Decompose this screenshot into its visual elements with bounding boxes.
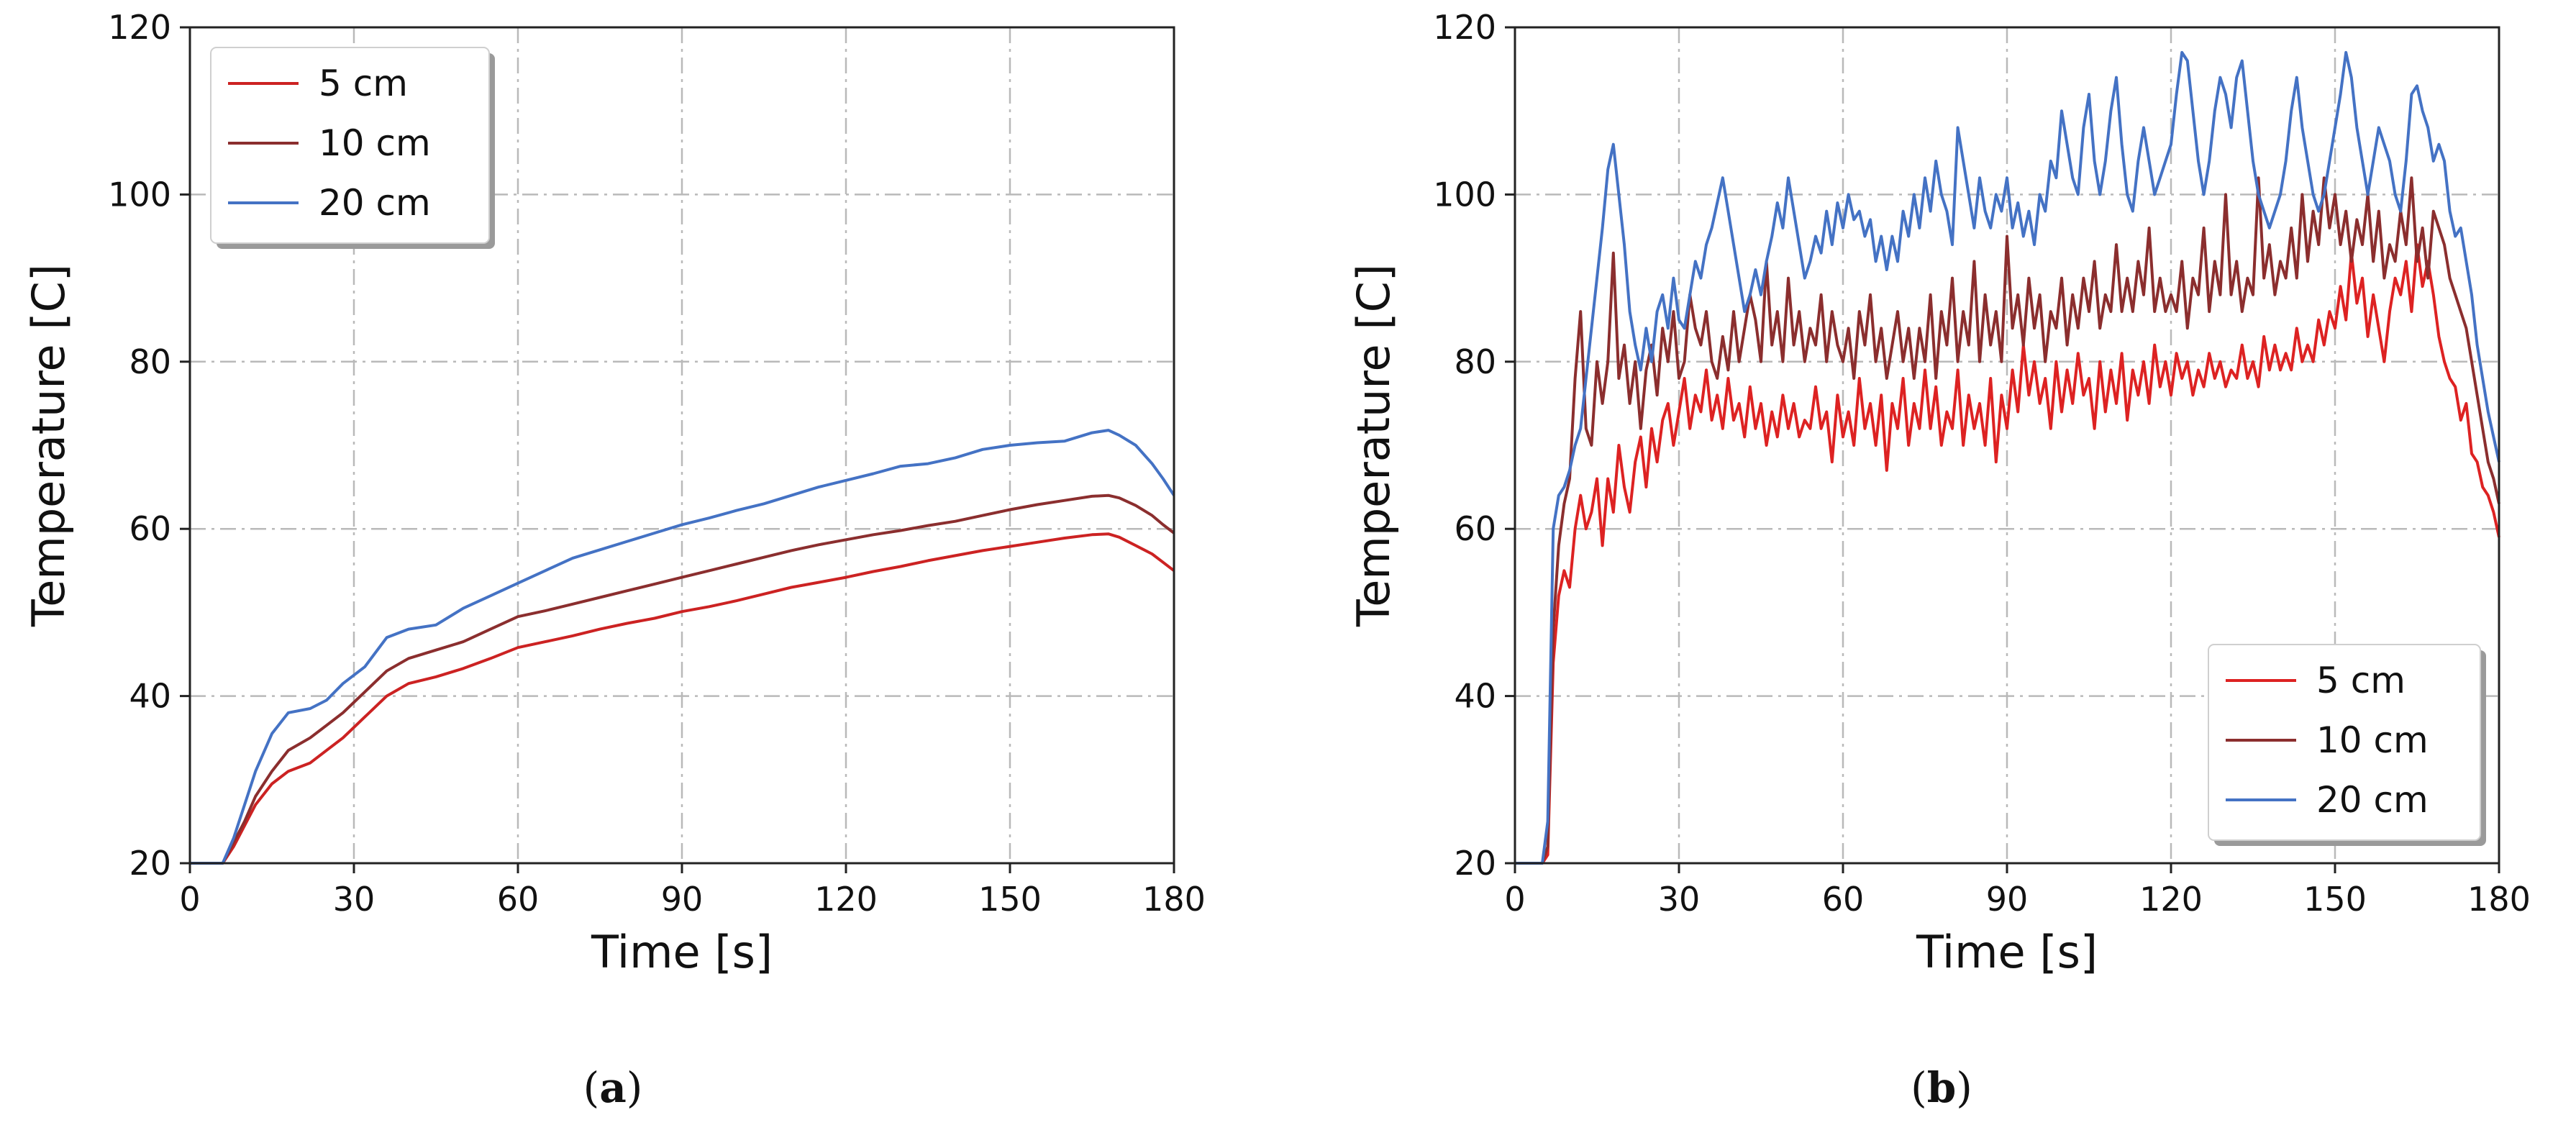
x-tick-label: 120 [814, 880, 878, 919]
series-group [1515, 50, 2500, 865]
legend-label: 20 cm [319, 182, 431, 224]
x-tick-label: 90 [661, 880, 704, 919]
grid [190, 27, 1174, 863]
x-tick-label: 180 [1142, 880, 1206, 919]
y-axis-label: Temperature [C] [1347, 264, 1400, 627]
y-tick-label: 120 [108, 8, 171, 47]
x-tick-label: 0 [1504, 880, 1525, 919]
x-axis-label: Time [s] [591, 926, 773, 978]
y-tick-label: 80 [1454, 342, 1496, 381]
y-tick-label: 40 [1454, 677, 1496, 716]
x-tick-label: 180 [2467, 880, 2531, 919]
y-tick-label: 120 [1433, 8, 1496, 47]
series-line-20-cm [190, 429, 1175, 865]
series-line-5-cm [190, 532, 1175, 865]
y-axis: 20 40 60 80 100 120 Temperature [C] [1347, 8, 1515, 883]
x-tick-label: 60 [1822, 880, 1865, 919]
panel-label: (b) [1911, 1063, 1972, 1112]
y-tick-label: 60 [1454, 509, 1496, 548]
y-tick-label: 40 [129, 677, 171, 716]
legend-box [2208, 644, 2481, 841]
legend: 5 cm 10 cm 20 cm [2208, 644, 2486, 846]
x-tick-label: 30 [1658, 880, 1701, 919]
x-axis: 0 30 60 90 120 150 180 Time [s] [1504, 863, 2531, 978]
series-line-10-cm [1515, 176, 2500, 865]
legend-box [210, 47, 490, 244]
x-axis-label: Time [s] [1916, 926, 2098, 978]
x-tick-label: 0 [179, 880, 200, 919]
panel-label: (a) [583, 1063, 643, 1112]
chart-panel-a: 0 30 60 90 120 150 180 Time [s] 20 40 60 80 100 120 Te… [22, 8, 1206, 1112]
series-line-20-cm [1515, 50, 2500, 865]
panel-label-letter: a [599, 1063, 627, 1112]
y-tick-label: 100 [108, 175, 171, 214]
x-axis: 0 30 60 90 120 150 180 Time [s] [179, 863, 1206, 978]
x-tick-label: 150 [2303, 880, 2367, 919]
legend-label: 10 cm [2316, 719, 2429, 761]
x-tick-label: 30 [333, 880, 376, 919]
y-axis: 20 40 60 80 100 120 Temperature [C] [22, 8, 190, 883]
legend-label: 10 cm [319, 122, 431, 164]
chart-panel-b: 0 30 60 90 120 150 180 Time [s] 20 40 60 80 100 120 Te… [1347, 8, 2531, 1112]
x-tick-label: 90 [1986, 880, 2029, 919]
legend: 5 cm 10 cm 20 cm [210, 47, 495, 249]
y-axis-label: Temperature [C] [22, 264, 75, 627]
series-line-10-cm [190, 493, 1175, 865]
x-tick-label: 150 [978, 880, 1042, 919]
y-tick-label: 80 [129, 342, 171, 381]
panel-label-letter: b [1927, 1063, 1957, 1112]
y-tick-label: 20 [129, 844, 171, 883]
legend-label: 5 cm [319, 63, 408, 104]
legend-label: 20 cm [2316, 779, 2429, 821]
x-tick-label: 120 [2139, 880, 2203, 919]
series-line-5-cm [1515, 243, 2500, 865]
x-tick-label: 60 [497, 880, 540, 919]
y-tick-label: 20 [1454, 844, 1496, 883]
y-tick-label: 60 [129, 509, 171, 548]
series-group [190, 429, 1175, 865]
y-tick-label: 100 [1433, 175, 1496, 214]
legend-label: 5 cm [2316, 660, 2406, 701]
